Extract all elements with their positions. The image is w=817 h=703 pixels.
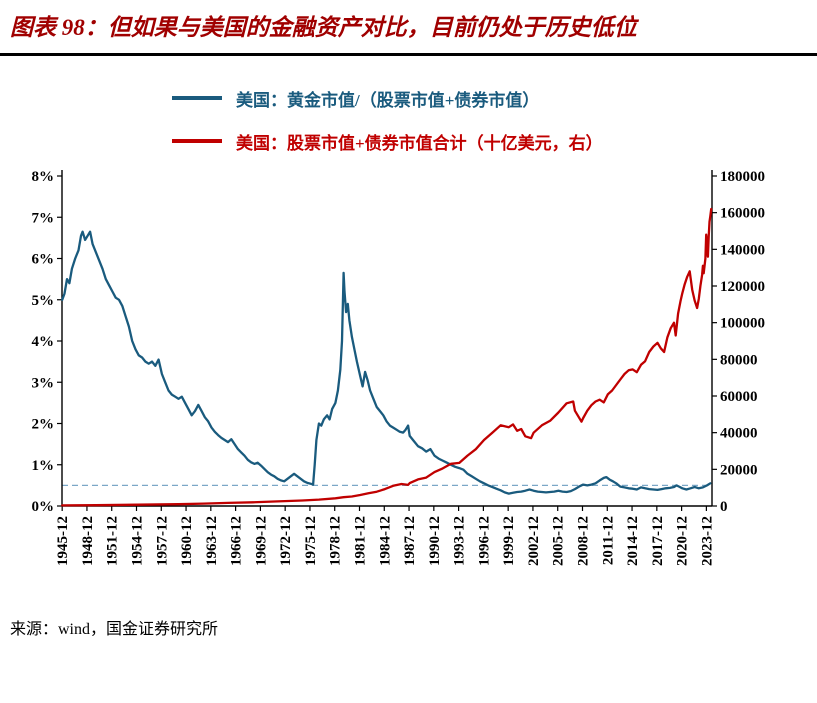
x-axis-tick-label: 2014-12 xyxy=(625,516,641,566)
x-axis-tick-label: 2002-12 xyxy=(526,516,542,566)
right-axis-tick-label: 20000 xyxy=(720,462,758,478)
figure-title: 图表 98：但如果与美国的金融资产对比，目前仍处于历史低位 xyxy=(10,15,637,40)
x-axis-tick-label: 2005-12 xyxy=(551,516,567,566)
x-axis-tick-label: 1969-12 xyxy=(253,516,269,566)
legend-item-gold-ratio: 美国：黄金市值/（股票市值+债券市值） xyxy=(172,86,817,111)
x-axis-tick-label: 2020-12 xyxy=(675,516,691,566)
gold-ratio-legend-label: 美国：黄金市值/（股票市值+债券市值） xyxy=(236,90,540,110)
x-axis-tick-label: 1957-12 xyxy=(154,516,170,566)
left-axis-tick-label: 8% xyxy=(32,169,55,185)
x-axis-tick-label: 2023-12 xyxy=(699,516,715,566)
right-axis-tick-label: 120000 xyxy=(720,279,765,295)
right-axis-tick-label: 160000 xyxy=(720,205,765,221)
right-axis-tick-label: 60000 xyxy=(720,389,758,405)
x-axis-tick-label: 2017-12 xyxy=(650,516,666,566)
x-axis-tick-label: 1966-12 xyxy=(229,516,245,566)
source-note: 来源：wind，国金证券研究所 xyxy=(10,620,219,638)
left-axis-tick-label: 7% xyxy=(32,210,55,226)
total-marketcap-legend-swatch xyxy=(172,139,222,144)
x-axis-tick-label: 1954-12 xyxy=(129,516,145,566)
left-axis-tick-label: 5% xyxy=(32,293,55,309)
x-axis-tick-label: 1945-12 xyxy=(55,516,71,566)
gold-ratio-line xyxy=(61,230,712,495)
left-axis-tick-label: 2% xyxy=(32,416,55,432)
x-axis-tick-label: 1975-12 xyxy=(303,516,319,566)
right-axis-tick-label: 0 xyxy=(720,499,728,515)
right-axis-tick-label: 100000 xyxy=(720,315,765,331)
right-axis-tick-label: 180000 xyxy=(720,169,765,185)
gold-ratio-legend-swatch xyxy=(172,96,222,101)
left-axis-tick-label: 3% xyxy=(32,375,55,391)
x-axis-tick-label: 1963-12 xyxy=(204,516,220,566)
right-axis-tick-label: 140000 xyxy=(720,242,765,258)
x-axis-tick-label: 1960-12 xyxy=(179,516,195,566)
chart-legend: 美国：黄金市值/（股票市值+债券市值） 美国：股票市值+债券市值合计（十亿美元，… xyxy=(172,86,817,154)
x-axis-tick-label: 1951-12 xyxy=(105,516,121,566)
x-axis-tick-label: 1999-12 xyxy=(501,516,517,566)
title-divider xyxy=(0,52,817,56)
x-axis-tick-label: 1984-12 xyxy=(377,516,393,566)
total-marketcap-line xyxy=(61,207,713,507)
chart-canvas: 0% 1% 2% 3% 4% 5% 6% 7% 8% 0 20000 40000 60000 80000 1… xyxy=(32,169,766,566)
x-axis-tick-label: 1996-12 xyxy=(476,516,492,566)
x-axis-tick-label: 1981-12 xyxy=(352,516,368,566)
left-axis-tick-label: 1% xyxy=(32,458,55,474)
x-axis-tick-label: 1948-12 xyxy=(80,516,96,566)
left-axis-tick-label: 0% xyxy=(32,499,55,515)
x-axis-tick-label: 2011-12 xyxy=(600,516,616,565)
x-axis-tick-label: 1972-12 xyxy=(278,516,294,566)
total-marketcap-legend-label: 美国：股票市值+债券市值合计（十亿美元，右） xyxy=(236,133,603,153)
x-axis-tick-label: 2008-12 xyxy=(575,516,591,566)
x-axis-tick-label: 1990-12 xyxy=(427,516,443,566)
legend-item-total-marketcap: 美国：股票市值+债券市值合计（十亿美元，右） xyxy=(172,129,817,154)
right-axis-tick-label: 40000 xyxy=(720,425,758,441)
x-axis-tick-label: 1978-12 xyxy=(328,516,344,566)
left-axis-tick-label: 6% xyxy=(32,251,55,267)
x-axis-tick-label: 1987-12 xyxy=(402,516,418,566)
left-axis-tick-label: 4% xyxy=(32,334,55,350)
x-axis-tick-label: 1993-12 xyxy=(452,516,468,566)
right-axis-tick-label: 80000 xyxy=(720,352,758,368)
